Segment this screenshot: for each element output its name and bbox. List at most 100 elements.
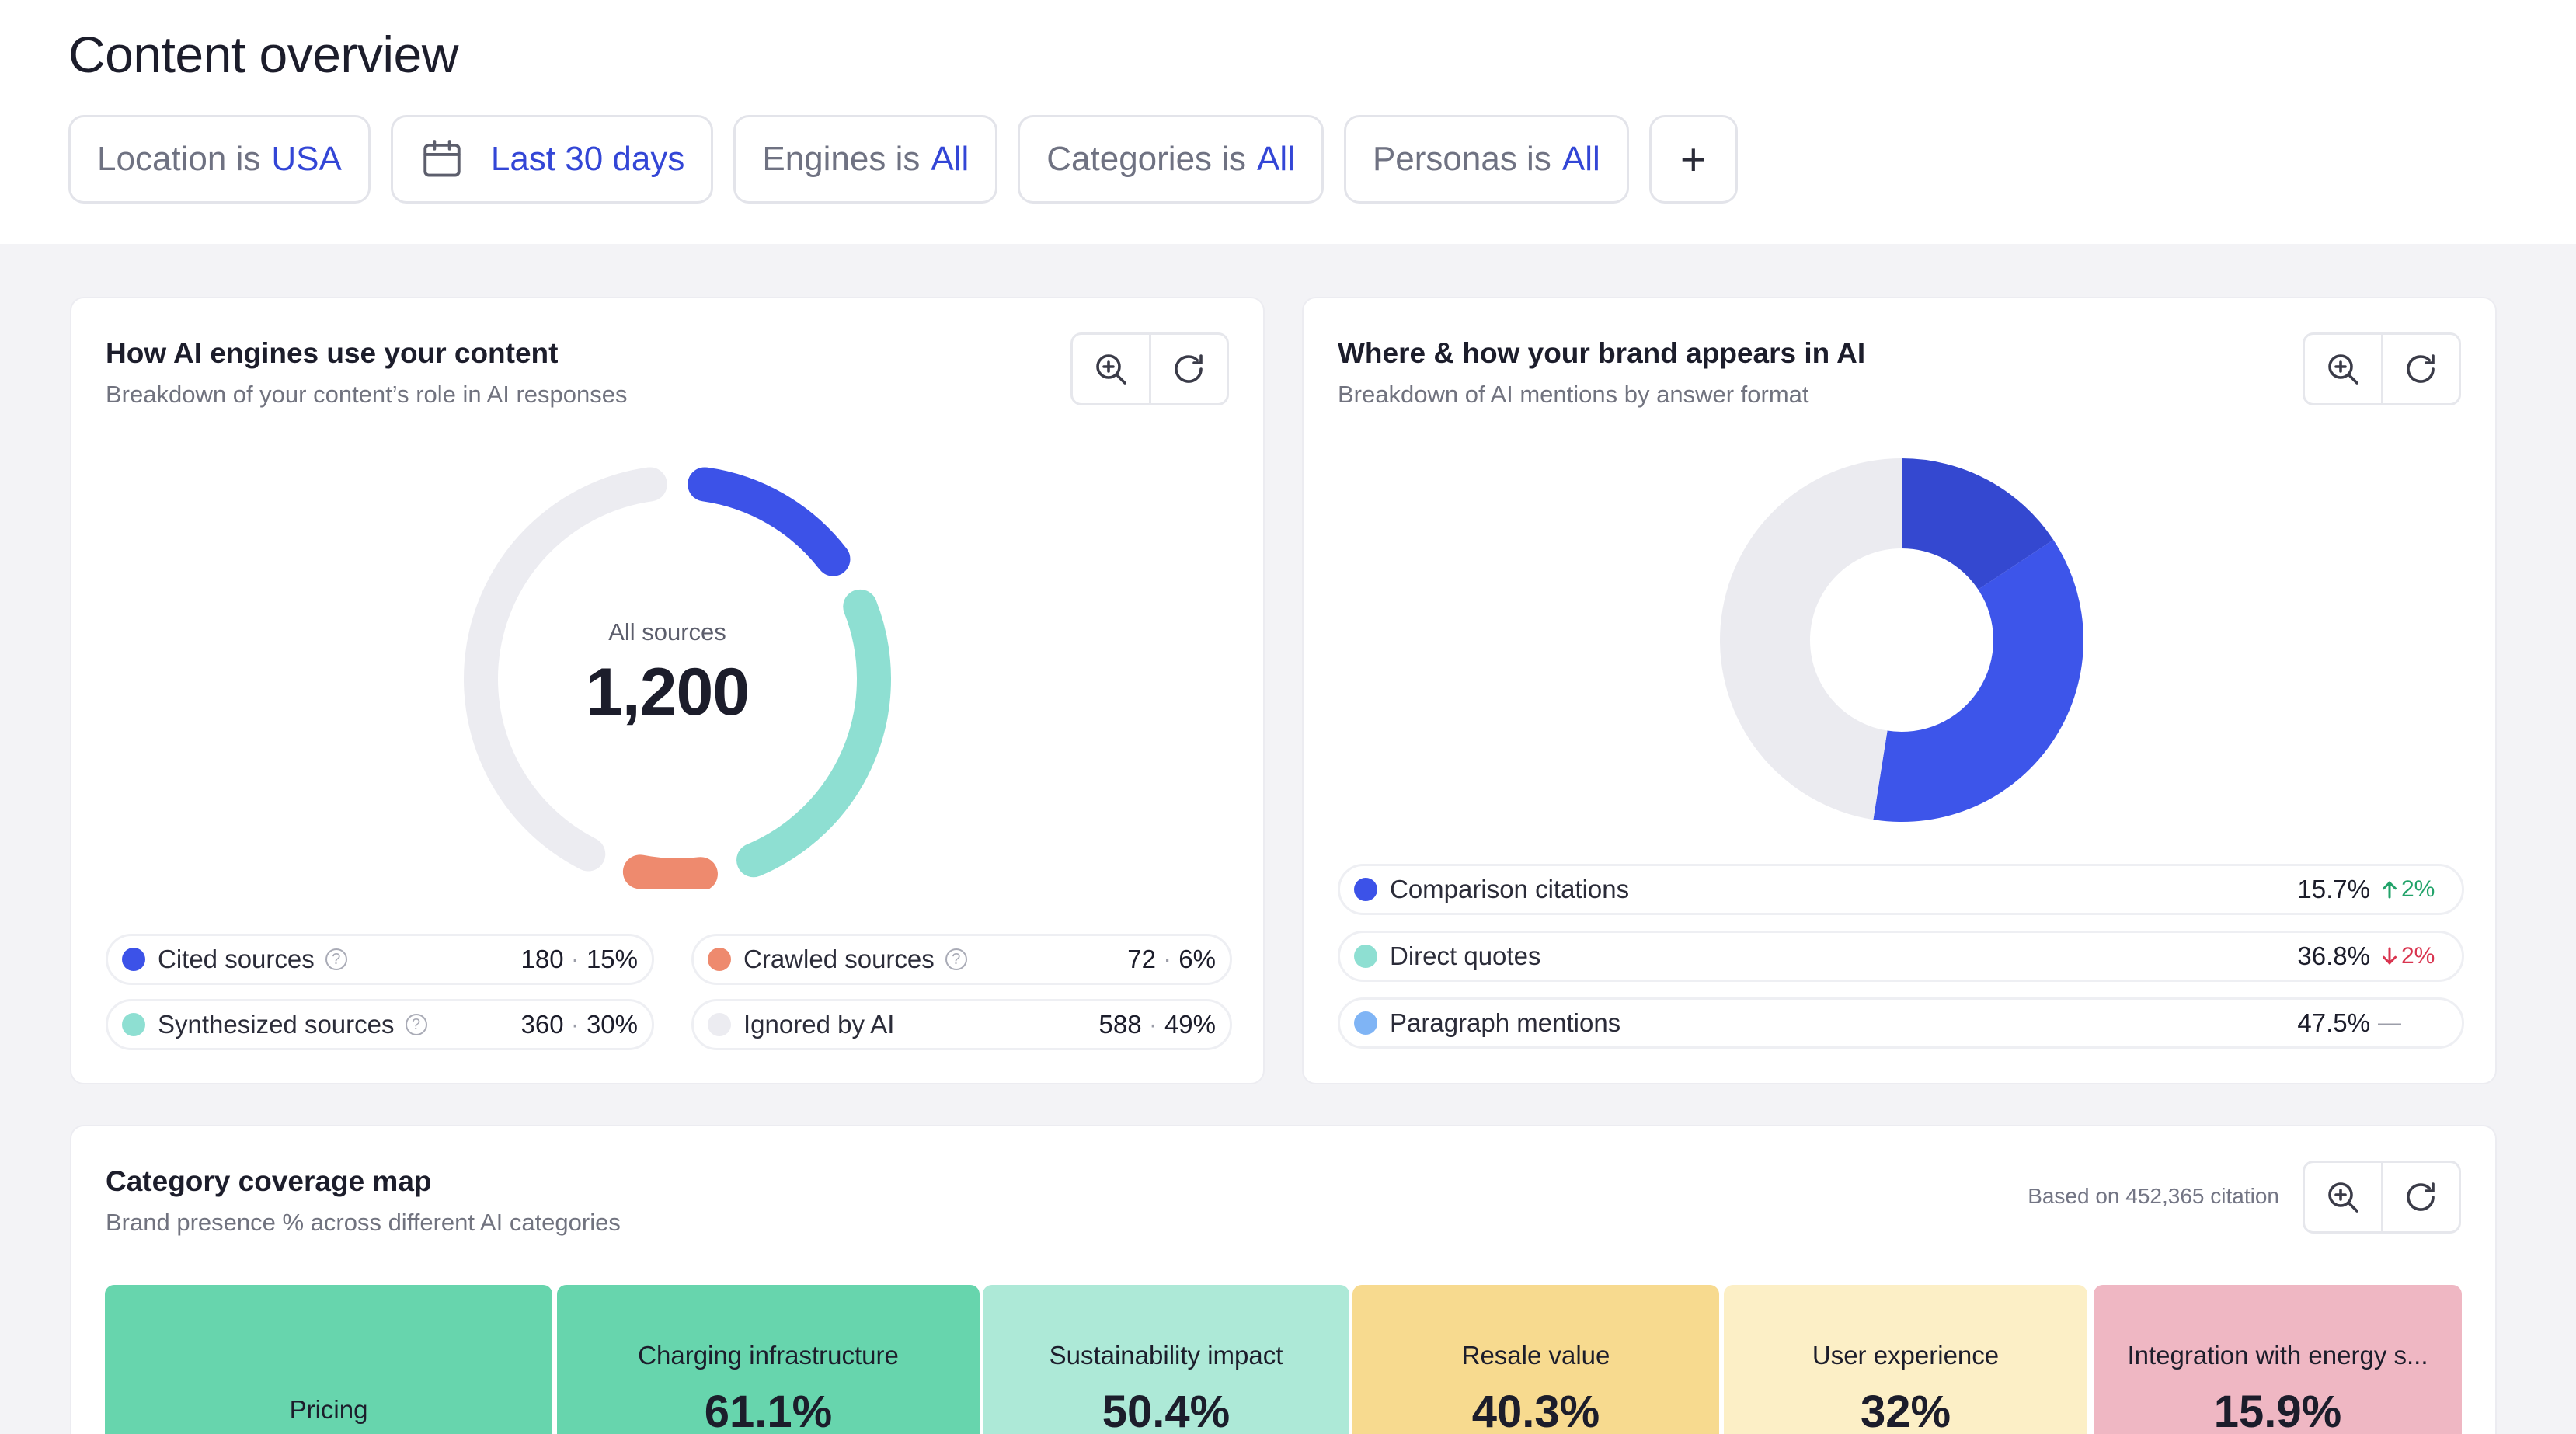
filter-engines-label: Engines is [762, 140, 921, 178]
help-icon[interactable]: ? [405, 1014, 427, 1035]
tile-name: Resale value [1461, 1341, 1610, 1370]
arrow-up-icon [2383, 881, 2397, 899]
legend-synthesized-sources[interactable]: Synthesized sources ? 360 · 30% [106, 999, 654, 1050]
filter-categories[interactable]: Categories is All [1018, 115, 1324, 204]
tile-name: Sustainability impact [1049, 1341, 1283, 1370]
filter-categories-value: All [1257, 140, 1295, 178]
page-title: Content overview [68, 26, 458, 83]
category-tile-energy-integration[interactable]: Integration with energy s... 15.9% [2094, 1285, 2462, 1434]
tile-name: User experience [1812, 1341, 2000, 1370]
gauge-segment-synthesized [622, 854, 718, 889]
refresh-button[interactable] [2380, 335, 2459, 403]
filter-engines[interactable]: Engines is All [733, 115, 998, 204]
tile-value: 15.9% [2213, 1387, 2342, 1434]
row-paragraph-name: Paragraph mentions [1390, 1008, 1621, 1037]
brand-appearance-title: Where & how your brand appears in AI [1338, 337, 1866, 369]
legend-synthesized-dot [122, 1013, 145, 1036]
gauge-segment-cited [688, 467, 851, 576]
legend-cited-dot [122, 948, 145, 971]
legend-ignored-by-ai[interactable]: Ignored by AI 588 · 49% [691, 999, 1232, 1050]
paragraph-dot [1354, 1011, 1377, 1035]
plus-icon: + [1680, 134, 1707, 185]
tile-value: 32% [1860, 1387, 1951, 1434]
category-tile-user-experience[interactable]: User experience 32% [1724, 1285, 2087, 1434]
donut-slice-paragraph [1720, 458, 1902, 820]
calendar-icon [423, 140, 461, 177]
trend-up-value: 2% [2401, 876, 2435, 902]
zoom-in-icon [1095, 354, 1126, 385]
brand-appearance-subtitle: Breakdown of AI mentions by answer forma… [1338, 381, 1809, 408]
zoom-button[interactable] [1073, 335, 1149, 403]
refresh-icon [1175, 354, 1203, 383]
filter-bar: Location is USA Last 30 days Engines is … [68, 115, 1738, 204]
tile-name: Pricing [289, 1395, 368, 1424]
legend-crawled-name: Crawled sources [743, 945, 935, 973]
help-icon[interactable]: ? [945, 948, 967, 970]
based-on-note: Based on 452,365 citation [2028, 1184, 2279, 1208]
legend-synthesized-name: Synthesized sources [158, 1010, 395, 1039]
zoom-button[interactable] [2305, 335, 2381, 403]
category-coverage-subtitle: Brand presence % across different AI cat… [106, 1209, 621, 1236]
legend-ignored-value: 588 · 49% [1098, 1010, 1216, 1039]
row-direct-quotes[interactable]: Direct quotes 36.8% 2% [1338, 931, 2464, 982]
arrow-down-icon [2383, 947, 2397, 965]
row-paragraph-mentions[interactable]: Paragraph mentions 47.5% — [1338, 997, 2464, 1049]
row-paragraph-pct: 47.5% [2297, 1008, 2370, 1037]
filter-location-label: Location is [97, 140, 261, 178]
gauge-center-label: All sources [608, 618, 726, 646]
row-direct-quotes-pct: 36.8% [2297, 941, 2370, 970]
content-usage-card: How AI engines use your content Breakdow… [70, 297, 1265, 1084]
brand-appearance-donut-chart [1720, 458, 2083, 822]
direct-quotes-dot [1354, 945, 1377, 968]
legend-crawled-sources[interactable]: Crawled sources ? 72 · 6% [691, 934, 1232, 985]
category-tile-pricing[interactable]: Pricing [105, 1285, 552, 1434]
legend-cited-sources[interactable]: Cited sources ? 180 · 15% [106, 934, 654, 985]
content-usage-gauge-chart [464, 467, 891, 889]
tile-value: 40.3% [1471, 1387, 1600, 1434]
category-coverage-title: Category coverage map [106, 1165, 432, 1197]
content-usage-toolbar [1070, 332, 1229, 405]
filter-date-range[interactable]: Last 30 days [390, 115, 714, 204]
refresh-icon [2407, 1182, 2435, 1211]
zoom-button[interactable] [2305, 1163, 2381, 1231]
filter-location-value: USA [271, 140, 342, 178]
filter-engines-value: All [931, 140, 969, 178]
row-comparison-citations[interactable]: Comparison citations 15.7% 2% [1338, 864, 2464, 915]
legend-ignored-dot [708, 1013, 731, 1036]
trend-flat-value: — [2378, 1010, 2401, 1035]
gauge-segment-ignored [464, 467, 667, 872]
category-tile-sustainability[interactable]: Sustainability impact 50.4% [983, 1285, 1349, 1434]
top-bar: Content overview Location is USA Last 30… [0, 0, 2576, 244]
trend-flat: — [2378, 1010, 2448, 1036]
donut-slice-comparison [1902, 458, 2054, 590]
tile-value: 50.4% [1102, 1387, 1231, 1434]
filter-personas[interactable]: Personas is All [1343, 115, 1629, 204]
legend-cited-value: 180 · 15% [520, 945, 638, 973]
trend-up: 2% [2378, 876, 2448, 903]
gauge-segment-crawled [736, 589, 891, 878]
category-tile-resale[interactable]: Resale value 40.3% [1352, 1285, 1719, 1434]
filter-location[interactable]: Location is USA [68, 115, 371, 204]
add-filter-button[interactable]: + [1648, 115, 1738, 204]
gauge-center-value: 1,200 [585, 655, 750, 729]
legend-ignored-name: Ignored by AI [743, 1010, 895, 1039]
donut-slice-direct-quotes [1873, 539, 2083, 822]
content-usage-title: How AI engines use your content [106, 337, 559, 369]
filter-categories-label: Categories is [1046, 140, 1247, 178]
comparison-dot [1354, 878, 1377, 901]
help-icon[interactable]: ? [325, 948, 347, 970]
filter-date-value: Last 30 days [490, 140, 685, 178]
brand-appearance-card: Where & how your brand appears in AI Bre… [1302, 297, 2497, 1084]
filter-personas-value: All [1561, 140, 1600, 178]
brand-appearance-toolbar [2303, 332, 2461, 405]
tile-name: Charging infrastructure [638, 1341, 899, 1370]
tile-value: 61.1% [704, 1387, 833, 1434]
category-tile-charging[interactable]: Charging infrastructure 61.1% [557, 1285, 980, 1434]
refresh-button[interactable] [1148, 335, 1227, 403]
legend-crawled-dot [708, 948, 731, 971]
refresh-button[interactable] [2380, 1163, 2459, 1231]
legend-crawled-value: 72 · 6% [1127, 945, 1216, 973]
tile-name: Integration with energy s... [2127, 1341, 2428, 1370]
filter-personas-label: Personas is [1372, 140, 1551, 178]
content-usage-subtitle: Breakdown of your content’s role in AI r… [106, 381, 628, 408]
